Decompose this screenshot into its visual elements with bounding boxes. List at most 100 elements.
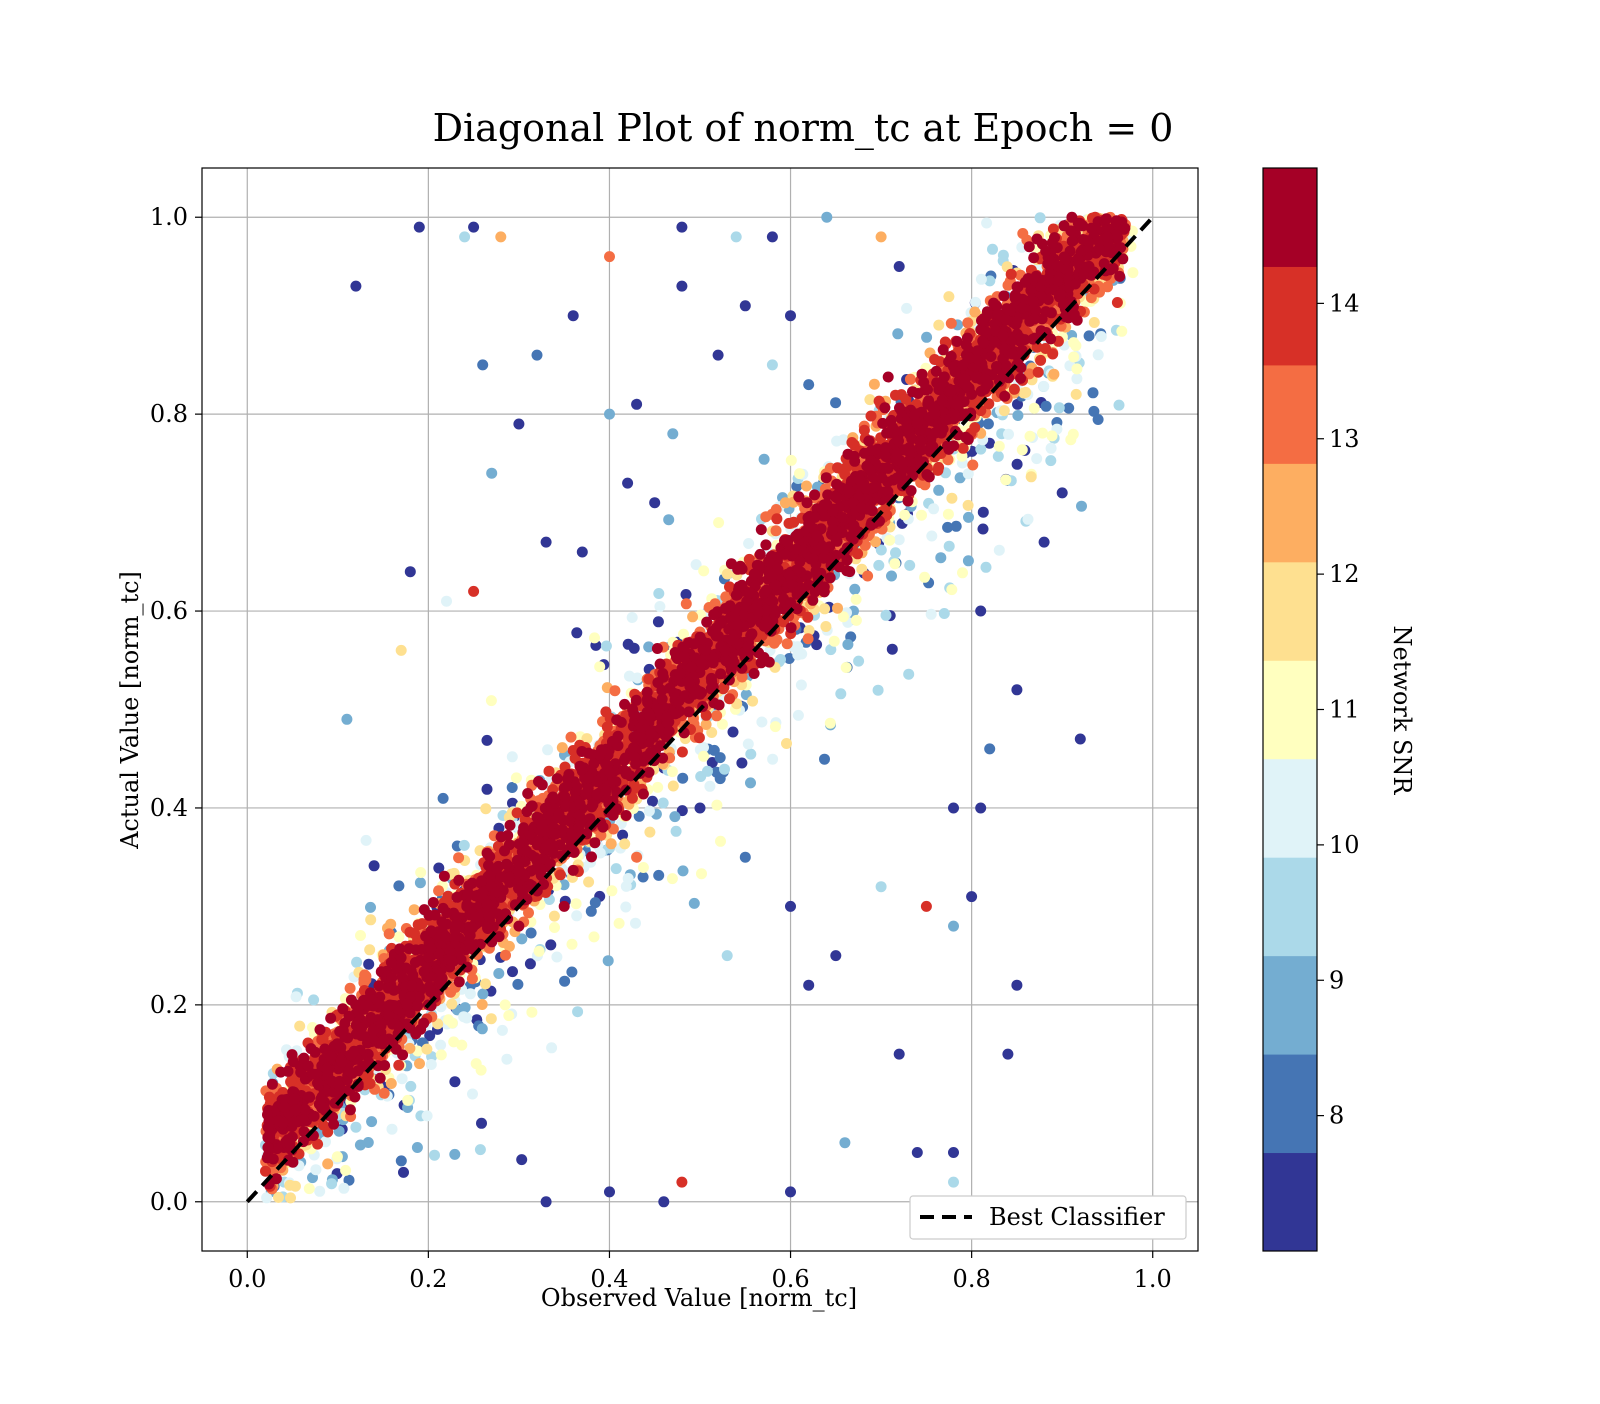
scatter-point [611,863,622,874]
scatter-point [975,444,986,455]
scatter-point [1057,487,1068,498]
scatter-point [436,1049,447,1060]
scatter-point [796,680,807,691]
scatter-point [745,749,756,760]
scatter-point [782,638,793,649]
scatter-point [842,639,853,650]
chart-title: Diagonal Plot of norm_tc at Epoch = 0 [433,106,1174,151]
scatter-point [756,717,767,728]
scatter-point [630,918,641,929]
scatter-point [943,509,954,520]
scatter-point [594,661,605,672]
scatter-point [698,751,709,762]
scatter-point [545,939,556,950]
scatter-point [384,928,395,939]
scatter-point [794,468,805,479]
scatter-point [876,881,887,892]
scatter-point [711,710,722,721]
scatter-point [886,571,897,582]
scatter-point [340,1165,351,1176]
scatter-point [476,1118,487,1129]
scatter-point [1000,474,1011,485]
scatter-point [1068,352,1079,363]
scatter-point [355,930,366,941]
scatter-point [1040,343,1051,354]
scatter-point [314,1186,325,1197]
scatter-point [397,1073,408,1084]
scatter-point [667,873,678,884]
scatter-point [747,696,758,707]
scatter-point [785,1186,796,1197]
scatter-point [386,1078,397,1089]
scatter-point [549,922,560,933]
scatter-point [644,806,655,817]
scatter-point [486,468,497,479]
scatter-point [830,950,841,961]
scatter-point [967,460,978,471]
scatter-point [884,535,895,546]
scatter-point [975,606,986,617]
scatter-point [572,1006,583,1017]
scatter-point [497,1025,508,1036]
scatter-point [658,798,669,809]
scatter-point [740,300,751,311]
scatter-point [443,1014,454,1025]
scatter-point [448,1036,459,1047]
scatter-point [1031,453,1042,464]
scatter-point [412,1142,423,1153]
scatter-point [1025,431,1036,442]
scatter-point [711,800,722,811]
scatter-point [638,872,649,883]
scatter-point [1011,980,1022,991]
scatter-point [946,493,957,504]
scatter-point [449,1149,460,1160]
scatter-point [869,379,880,390]
scatter-point [541,1196,552,1207]
scatter-point [978,524,989,535]
scatter-point [363,959,374,970]
scatter-point [606,885,617,896]
scatter-point [653,616,664,627]
scatter-point [921,332,932,343]
scatter-point [365,902,376,913]
scatter-point [792,641,803,652]
scatter-point [678,865,689,876]
scatter-point [832,603,843,614]
scatter-point [1112,297,1123,308]
scatter-point [542,744,553,755]
scatter-point [946,584,957,595]
scatter-point [304,1183,315,1194]
scatter-point [1065,434,1076,445]
scatter-point [1035,212,1046,223]
scatter-point [513,419,524,430]
scatter-point [1089,317,1100,328]
scatter-point [851,615,862,626]
scatter-point [994,545,1005,556]
scatter-point [820,621,831,632]
scatter-point [438,793,449,804]
scatter-point [1017,444,1028,455]
scatter-point [803,980,814,991]
scatter-point [415,867,426,878]
scatter-point [942,522,953,533]
scatter-point [978,507,989,518]
scatter-point [476,1065,487,1076]
scatter-point [975,803,986,814]
scatter-point [1037,428,1048,439]
scatter-point [402,1095,413,1106]
scatter-point [1038,381,1049,392]
scatter-point [890,547,901,558]
scatter-point [760,511,771,522]
scatter-point [1088,387,1099,398]
scatter-point [821,212,832,223]
scatter-point [970,297,981,308]
scatter-point [916,510,927,521]
scatter-point [644,827,655,838]
scatter-point [658,1196,669,1207]
scatter-point [677,773,688,784]
scatter-point [984,743,995,754]
scatter-point [894,1049,905,1060]
scatter-point [409,904,420,915]
scatter-point [881,610,892,621]
scatter-point [364,944,375,955]
